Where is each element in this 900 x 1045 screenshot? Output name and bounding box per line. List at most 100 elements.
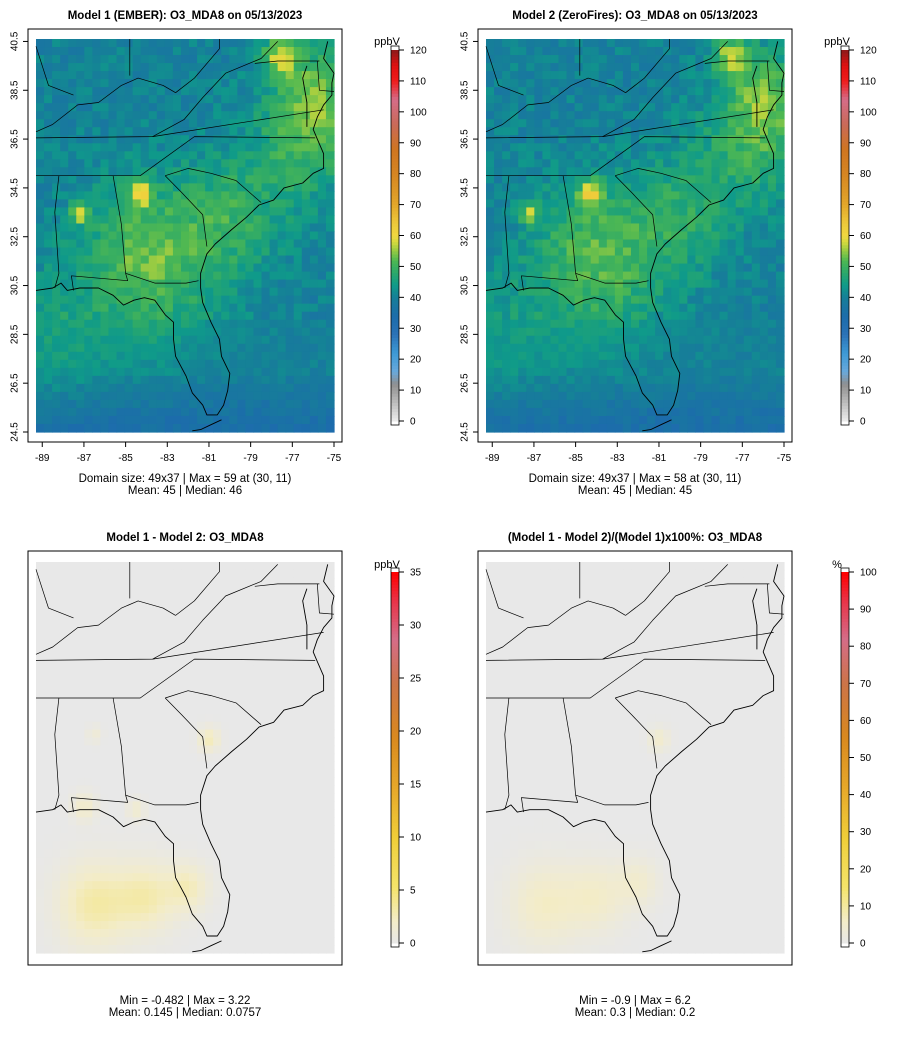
grid-cell (614, 279, 624, 289)
grid-cell (116, 713, 126, 723)
grid-cell (164, 319, 174, 329)
grid-cell (325, 343, 335, 353)
grid-cell (655, 223, 664, 233)
grid-cell (695, 255, 705, 265)
grid-cell (253, 697, 263, 707)
grid-cell (261, 87, 271, 96)
grid-cell (550, 263, 560, 273)
grid-cell (671, 79, 680, 88)
colorbar-segment (841, 195, 849, 199)
grid-cell (687, 39, 696, 48)
grid-cell (518, 391, 527, 401)
grid-cell (44, 119, 53, 128)
grid-cell (301, 71, 311, 80)
grid-cell (100, 191, 110, 201)
grid-cell (229, 601, 238, 611)
grid-cell (639, 423, 648, 433)
grid-cell (614, 39, 624, 48)
grid-cell (269, 167, 279, 176)
grid-cell (124, 577, 134, 587)
grid-cell (213, 343, 222, 353)
grid-cell (116, 55, 126, 64)
grid-cell (277, 569, 287, 579)
colorbar-segment (391, 229, 399, 233)
grid-cell (253, 47, 263, 56)
grid-cell (189, 601, 198, 611)
grid-cell (261, 737, 271, 747)
grid-cell (598, 311, 608, 321)
grid-cell (285, 103, 295, 112)
grid-cell (751, 295, 761, 305)
y-axis: 24.526.528.530.532.534.536.538.540.5 (460, 31, 479, 442)
grid-cell (687, 311, 696, 321)
grid-cell (590, 71, 600, 80)
grid-cell (639, 111, 648, 120)
colorbar-segment (391, 399, 399, 403)
grid-cell (325, 263, 335, 273)
grid-cell (60, 343, 69, 353)
grid-cell (703, 55, 713, 64)
grid-cell (229, 359, 238, 369)
grid-cell (221, 753, 230, 763)
grid-cell (582, 47, 592, 56)
grid-cell (317, 95, 327, 104)
grid-cell (172, 351, 182, 361)
grid-cell (60, 399, 69, 409)
grid-cell (534, 287, 543, 297)
grid-cell (92, 335, 102, 345)
grid-cell (590, 335, 600, 345)
grid-cell (711, 327, 721, 337)
grid-cell (172, 143, 182, 152)
grid-cell (486, 367, 495, 377)
grid-cell (60, 151, 69, 160)
grid-cell (84, 143, 93, 152)
grid-cell (639, 207, 648, 217)
grid-cell (124, 407, 134, 417)
grid-cell (52, 295, 61, 305)
grid-cell (156, 295, 166, 305)
grid-cell (116, 641, 126, 651)
grid-cell (245, 351, 255, 361)
grid-cell (542, 39, 552, 48)
grid-cell (164, 593, 174, 603)
grid-cell (52, 681, 61, 691)
grid-cell (518, 207, 527, 217)
grid-cell (108, 207, 118, 217)
grid-cell (108, 367, 118, 377)
grid-cell (743, 359, 753, 369)
grid-cell (213, 127, 222, 136)
grid-cell (261, 335, 271, 345)
grid-cell (703, 247, 713, 257)
grid-cell (639, 95, 648, 104)
grid-cell (743, 383, 753, 393)
grid-cell (566, 335, 576, 345)
colorbar-tick-label: 90 (410, 138, 422, 149)
grid-cell (189, 391, 198, 401)
grid-cell (639, 55, 648, 64)
grid-cell (309, 633, 319, 643)
grid-cell (237, 63, 246, 72)
grid-cell (510, 263, 519, 273)
grid-cell (655, 103, 664, 112)
colorbar-segment (841, 278, 849, 283)
grid-cell (309, 207, 319, 217)
grid-cell (205, 71, 214, 80)
grid-cell (180, 79, 190, 88)
grid-cell (108, 143, 118, 152)
grid-cell (639, 271, 648, 281)
grid-cell (679, 239, 688, 249)
grid-cell (518, 287, 527, 297)
grid-cell (614, 87, 624, 96)
grid-cell (671, 63, 680, 72)
grid-cell (301, 319, 311, 329)
grid-cell (116, 311, 126, 321)
grid-cell (253, 271, 263, 281)
grid-cell (84, 367, 93, 377)
grid-cell (148, 673, 158, 683)
grid-cell (606, 223, 616, 233)
grid-cell (526, 255, 535, 265)
grid-cell (116, 359, 126, 369)
grid-cell (325, 657, 335, 667)
grid-cell (84, 303, 93, 313)
grid-cell (245, 247, 255, 257)
